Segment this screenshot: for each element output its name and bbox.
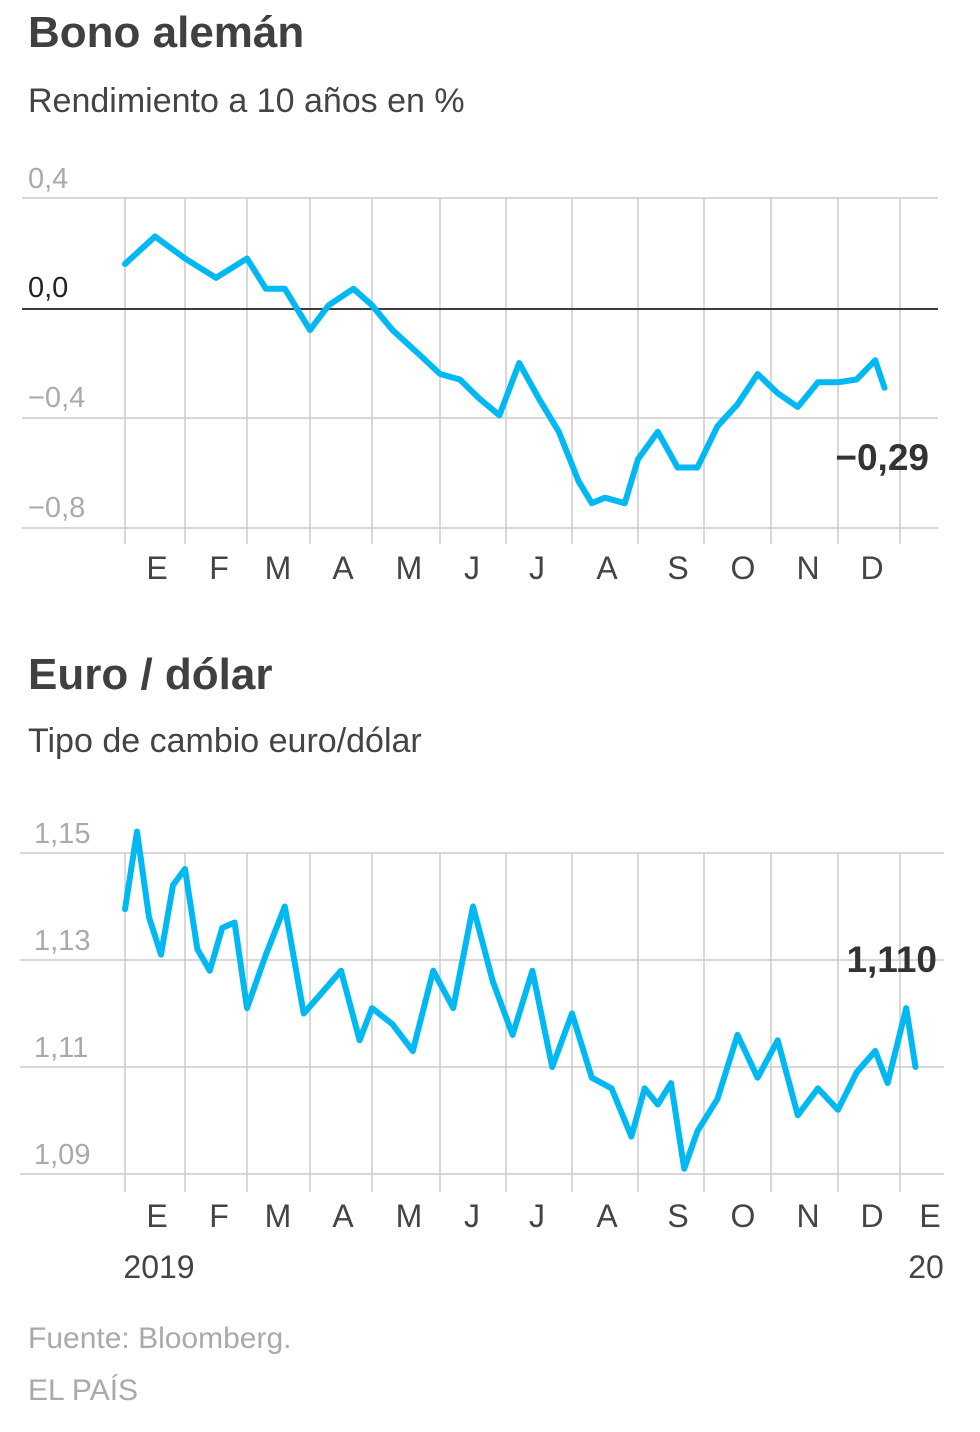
month-label: A	[596, 550, 618, 586]
publisher-credit: EL PAÍS	[28, 1374, 139, 1407]
month-label: F	[209, 1198, 229, 1234]
euro-dollar-chart: 1,15 1,13 1,11 1,09 E F M A M J J A S O …	[20, 818, 944, 1285]
month-label: F	[209, 550, 229, 586]
chart1-subtitle: Rendimiento a 10 años en %	[28, 82, 465, 120]
month-label: A	[332, 550, 354, 586]
y-tick-label: −0,4	[28, 382, 85, 414]
end-value-label: −0,29	[835, 437, 929, 478]
chart2-y-axis: 1,15 1,13 1,11 1,09	[34, 818, 90, 1171]
month-label: D	[860, 550, 883, 586]
month-label: J	[464, 1198, 480, 1234]
y-tick-label: −0,8	[28, 492, 85, 524]
y-tick-label: 0,4	[28, 163, 68, 195]
month-label: M	[396, 550, 423, 586]
end-value-label: 1,110	[846, 939, 937, 980]
month-label: N	[796, 550, 819, 586]
month-label: S	[667, 1198, 688, 1234]
month-label: O	[731, 550, 756, 586]
month-label: J	[529, 550, 545, 586]
chart2-x-axis: E F M A M J J A S O N D E 2019 20	[123, 1198, 943, 1285]
month-label: M	[265, 550, 292, 586]
eurusd-series-line	[122, 828, 919, 1172]
chart2-title: Euro / dólar	[28, 650, 273, 699]
chart1-gridlines	[22, 197, 938, 529]
y-tick-label: 1,13	[34, 925, 90, 957]
month-label: A	[596, 1198, 618, 1234]
y-tick-label: 1,09	[34, 1139, 90, 1171]
year-label: 2019	[123, 1249, 194, 1285]
month-label: J	[464, 550, 480, 586]
year-label: 20	[908, 1249, 944, 1285]
month-label: D	[860, 1198, 883, 1234]
chart2-month-gridlines	[124, 853, 901, 1192]
bond-yield-chart: 0,4 0,0 −0,4 −0,8 E F M A M J J A S O N …	[22, 163, 938, 586]
month-label: J	[529, 1198, 545, 1234]
month-label: E	[146, 1198, 167, 1234]
chart1-title: Bono alemán	[28, 8, 305, 57]
chart1-x-axis: E F M A M J J A S O N D	[146, 550, 883, 586]
y-tick-label: 1,15	[34, 818, 90, 850]
y-tick-label: 0,0	[28, 272, 68, 304]
y-tick-label: 1,11	[34, 1032, 88, 1064]
chart1-y-axis: 0,4 0,0 −0,4 −0,8	[28, 163, 85, 524]
month-label: M	[396, 1198, 423, 1234]
month-label: M	[265, 1198, 292, 1234]
yield-series-line	[122, 233, 888, 507]
month-label: E	[146, 550, 167, 586]
chart2-gridlines	[20, 852, 944, 1175]
month-label: S	[667, 550, 688, 586]
month-label: N	[796, 1198, 819, 1234]
chart2-subtitle: Tipo de cambio euro/dólar	[28, 722, 422, 760]
month-label: O	[731, 1198, 756, 1234]
source-note: Fuente: Bloomberg.	[28, 1322, 292, 1355]
month-label: A	[332, 1198, 354, 1234]
month-label: E	[919, 1198, 940, 1234]
